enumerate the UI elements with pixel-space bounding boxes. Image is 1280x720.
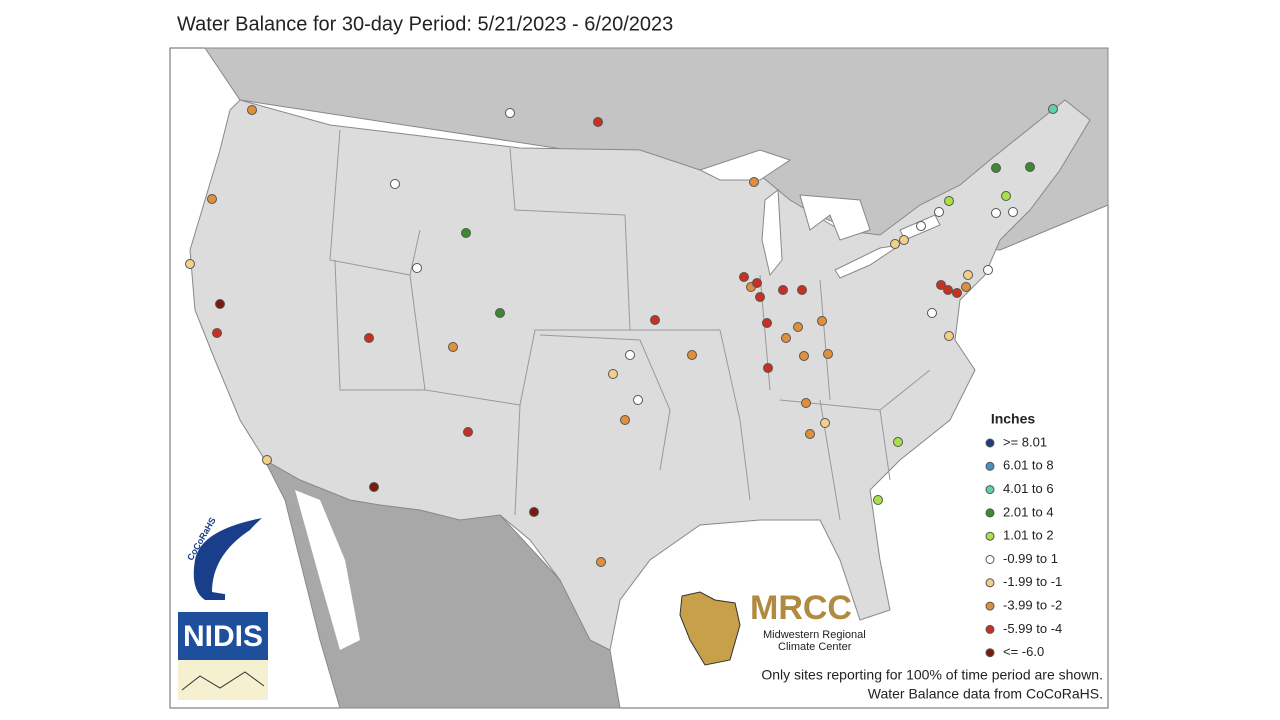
site-dot xyxy=(934,207,944,217)
site-dot xyxy=(596,557,606,567)
site-dot xyxy=(890,239,900,249)
legend-label: <= -6.0 xyxy=(1003,644,1044,659)
legend-swatch xyxy=(985,531,995,541)
site-dot xyxy=(873,495,883,505)
mrcc-text: MRCC xyxy=(750,589,852,627)
legend-label: 6.01 to 8 xyxy=(1003,458,1054,473)
site-dot xyxy=(390,179,400,189)
site-dot xyxy=(463,427,473,437)
mrcc-name: Midwestern Regional xyxy=(763,629,866,641)
legend-swatch xyxy=(985,624,995,634)
site-dot xyxy=(752,278,762,288)
site-dot xyxy=(991,208,1001,218)
legend-label: 2.01 to 4 xyxy=(1003,504,1054,519)
site-dot xyxy=(369,482,379,492)
site-dot xyxy=(801,398,811,408)
legend-label: 1.01 to 2 xyxy=(1003,528,1054,543)
legend-swatch xyxy=(985,578,995,588)
site-dot xyxy=(991,163,1001,173)
site-dot xyxy=(1048,104,1058,114)
legend-title: Inches xyxy=(991,411,1036,427)
site-dot xyxy=(207,194,217,204)
footnote: Only sites reporting for 100% of time pe… xyxy=(761,667,1103,683)
nidis-logo: NIDIS xyxy=(178,612,268,700)
site-dot xyxy=(739,272,749,282)
site-dot xyxy=(529,507,539,517)
site-dot xyxy=(262,455,272,465)
site-dot xyxy=(495,308,505,318)
legend: >= 8.01 6.01 to 8 4.01 to 6 2.01 to 4 1.01 t… xyxy=(985,434,1062,659)
site-dot xyxy=(817,316,827,326)
site-dot xyxy=(1008,207,1018,217)
baja-gulf xyxy=(295,490,360,650)
site-dot xyxy=(805,429,815,439)
site-dot xyxy=(608,369,618,379)
legend-swatch xyxy=(985,555,995,564)
legend-label: -3.99 to -2 xyxy=(1003,598,1062,613)
site-dot xyxy=(963,270,973,280)
legend-swatch xyxy=(985,485,995,495)
site-dot xyxy=(625,350,635,360)
legend-swatch xyxy=(985,461,995,471)
legend-label: 4.01 to 6 xyxy=(1003,481,1054,496)
site-dot xyxy=(797,285,807,295)
site-dot xyxy=(212,328,222,338)
site-dot xyxy=(899,235,909,245)
site-dot xyxy=(952,288,962,298)
site-dot xyxy=(961,282,971,292)
site-dot xyxy=(749,177,759,187)
legend-swatch xyxy=(985,508,995,518)
footnote: Water Balance data from CoCoRaHS. xyxy=(868,686,1103,702)
site-dot xyxy=(687,350,697,360)
legend-label: >= 8.01 xyxy=(1003,434,1047,449)
site-dot xyxy=(823,349,833,359)
site-dot xyxy=(763,363,773,373)
legend-swatch xyxy=(985,601,995,611)
site-dot xyxy=(1025,162,1035,172)
site-dot xyxy=(412,263,422,273)
map-title: Water Balance for 30-day Period: 5/21/20… xyxy=(177,13,673,35)
site-dot xyxy=(983,265,993,275)
site-dot xyxy=(793,322,803,332)
site-dot xyxy=(755,292,765,302)
mrcc-name: Climate Center xyxy=(778,641,852,653)
legend-swatch xyxy=(985,648,995,658)
site-dots xyxy=(185,104,1058,567)
site-dot xyxy=(820,418,830,428)
site-dot xyxy=(593,117,603,127)
site-dot xyxy=(936,280,946,290)
site-dot xyxy=(799,351,809,361)
site-dot xyxy=(461,228,471,238)
site-dot xyxy=(633,395,643,405)
site-dot xyxy=(778,285,788,295)
site-dot xyxy=(448,342,458,352)
united-states xyxy=(189,99,1091,651)
site-dot xyxy=(916,221,926,231)
state-lines xyxy=(329,129,931,521)
mrcc-logo: MRCC Midwestern Regional Climate Center xyxy=(679,589,866,666)
site-dot xyxy=(650,315,660,325)
site-dot xyxy=(247,105,257,115)
site-dot xyxy=(185,259,195,269)
legend-swatch xyxy=(985,438,995,448)
site-dot xyxy=(893,437,903,447)
site-dot xyxy=(944,331,954,341)
site-dot xyxy=(762,318,772,328)
site-dot xyxy=(927,308,937,318)
site-dot xyxy=(944,196,954,206)
site-dot xyxy=(505,108,515,118)
legend-label: -0.99 to 1 xyxy=(1003,551,1058,566)
site-dot xyxy=(1001,191,1011,201)
site-dot xyxy=(620,415,630,425)
legend-label: -5.99 to -4 xyxy=(1003,621,1062,636)
legend-label: -1.99 to -1 xyxy=(1003,574,1062,589)
nidis-text: NIDIS xyxy=(183,620,263,653)
site-dot xyxy=(781,333,791,343)
site-dot xyxy=(943,285,953,295)
site-dot xyxy=(364,333,374,343)
site-dot xyxy=(215,299,225,309)
